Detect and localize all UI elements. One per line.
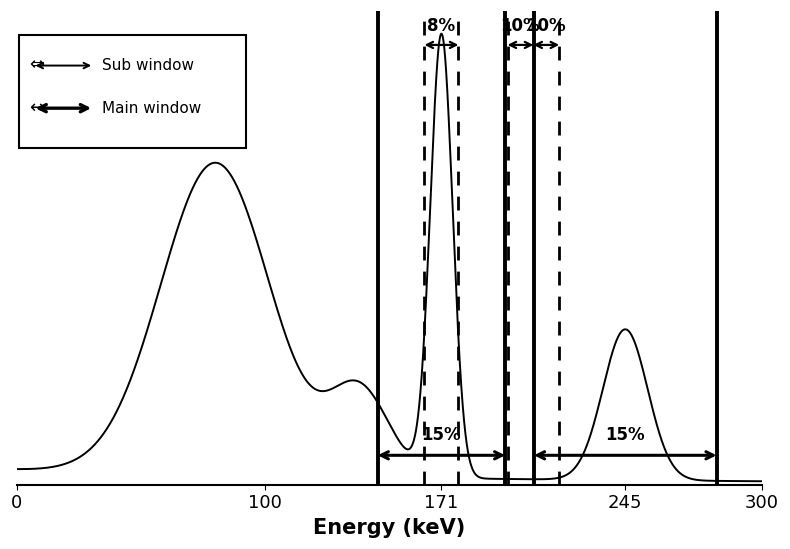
Text: Main window: Main window [103,100,201,116]
Text: 8%: 8% [427,17,456,35]
FancyBboxPatch shape [19,35,246,148]
Text: ↔: ↔ [29,99,44,117]
Text: ⇔: ⇔ [29,57,44,75]
Text: 15%: 15% [605,426,645,444]
X-axis label: Energy (keV): Energy (keV) [313,518,465,538]
Text: 15%: 15% [422,426,461,444]
Text: 10%: 10% [501,17,540,35]
Text: Sub window: Sub window [103,58,194,73]
Text: 10%: 10% [526,17,566,35]
